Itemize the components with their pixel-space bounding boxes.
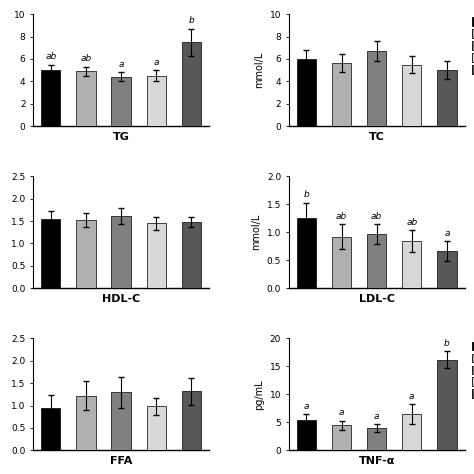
Bar	[297, 419, 316, 450]
Text: b: b	[303, 190, 310, 199]
X-axis label: FFA: FFA	[110, 456, 132, 466]
Text: a: a	[154, 58, 159, 67]
Bar	[41, 70, 61, 126]
Bar	[41, 219, 61, 288]
Legend: G30, G40, G50, G60, G70: G30, G40, G50, G60, G70	[471, 17, 474, 75]
Bar	[76, 71, 96, 126]
Y-axis label: mmol/L: mmol/L	[251, 214, 261, 250]
Text: ab: ab	[406, 218, 418, 227]
Bar	[437, 251, 456, 288]
X-axis label: LDL-C: LDL-C	[359, 294, 395, 304]
Text: a: a	[304, 401, 309, 410]
Bar	[182, 222, 201, 288]
Bar	[332, 237, 351, 288]
Legend: G30, G40, G50, G60, G70: G30, G40, G50, G60, G70	[210, 17, 246, 75]
Bar	[76, 220, 96, 288]
Bar	[332, 425, 351, 450]
Bar	[367, 51, 386, 126]
Bar	[367, 234, 386, 288]
Bar	[111, 216, 131, 288]
Bar	[146, 223, 166, 288]
Bar	[41, 408, 61, 450]
Bar	[182, 391, 201, 450]
Bar	[437, 360, 456, 450]
Text: b: b	[188, 17, 194, 26]
X-axis label: TC: TC	[369, 132, 384, 142]
X-axis label: TG: TG	[113, 132, 129, 142]
Legend: G30, G40, G50, G60, G70: G30, G40, G50, G60, G70	[471, 341, 474, 400]
Bar	[297, 219, 316, 288]
Bar	[437, 70, 456, 126]
Text: a: a	[409, 392, 415, 401]
X-axis label: HDL-C: HDL-C	[102, 294, 140, 304]
Text: b: b	[444, 339, 450, 348]
Text: a: a	[118, 60, 124, 69]
Legend: G30, G40, G50, G60, G70: G30, G40, G50, G60, G70	[210, 341, 246, 400]
Bar	[146, 407, 166, 450]
Text: ab: ab	[80, 55, 91, 64]
Text: a: a	[339, 408, 344, 417]
Bar	[367, 428, 386, 450]
Bar	[297, 59, 316, 126]
X-axis label: TNF-α: TNF-α	[358, 456, 395, 466]
Text: ab: ab	[336, 212, 347, 221]
Text: a: a	[374, 411, 379, 420]
Bar	[76, 396, 96, 450]
Legend: G30, G40, G50, G60, G70: G30, G40, G50, G60, G70	[210, 179, 246, 237]
Bar	[332, 64, 351, 126]
Text: ab: ab	[371, 211, 382, 220]
Y-axis label: pg/mL: pg/mL	[254, 379, 264, 410]
Bar	[146, 76, 166, 126]
Text: a: a	[444, 229, 450, 238]
Text: ab: ab	[45, 52, 56, 61]
Bar	[111, 392, 131, 450]
Y-axis label: mmol/L: mmol/L	[254, 52, 264, 88]
Bar	[402, 64, 421, 126]
Bar	[402, 241, 421, 288]
Bar	[111, 77, 131, 126]
Bar	[182, 42, 201, 126]
Bar	[402, 414, 421, 450]
